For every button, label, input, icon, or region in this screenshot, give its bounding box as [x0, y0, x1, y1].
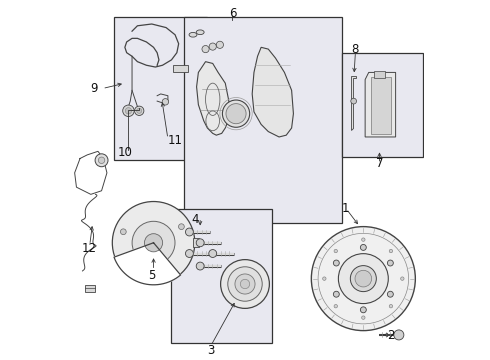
Bar	[85, 285, 96, 292]
Circle shape	[162, 99, 169, 105]
Circle shape	[355, 270, 371, 287]
Bar	[371, 77, 391, 134]
Text: 9: 9	[91, 82, 98, 95]
Circle shape	[98, 157, 105, 163]
Ellipse shape	[196, 30, 204, 35]
Circle shape	[389, 249, 392, 253]
Polygon shape	[365, 72, 395, 137]
Circle shape	[362, 238, 365, 241]
Text: 5: 5	[148, 269, 155, 282]
Bar	[374, 71, 385, 78]
Text: 1: 1	[342, 202, 349, 215]
Circle shape	[135, 106, 144, 116]
Text: 7: 7	[376, 157, 383, 170]
Text: 4: 4	[191, 213, 198, 226]
Circle shape	[222, 100, 250, 127]
Bar	[172, 209, 272, 343]
Circle shape	[220, 260, 270, 309]
Circle shape	[209, 249, 217, 257]
Circle shape	[186, 228, 194, 236]
Polygon shape	[196, 62, 229, 135]
Circle shape	[360, 307, 367, 313]
Circle shape	[350, 266, 376, 292]
Circle shape	[240, 279, 250, 289]
Circle shape	[132, 221, 175, 264]
Circle shape	[322, 277, 326, 280]
Bar	[193, 238, 199, 247]
Circle shape	[145, 234, 163, 252]
Circle shape	[112, 202, 195, 284]
Circle shape	[394, 330, 404, 340]
Circle shape	[334, 249, 338, 253]
Text: 3: 3	[207, 344, 215, 357]
Circle shape	[226, 104, 246, 124]
Circle shape	[196, 262, 204, 270]
Circle shape	[196, 239, 204, 247]
Text: 2: 2	[387, 329, 394, 342]
Bar	[114, 17, 207, 160]
Bar	[184, 17, 342, 223]
Text: 8: 8	[351, 42, 358, 55]
Circle shape	[351, 98, 357, 104]
Bar	[342, 53, 422, 157]
Circle shape	[137, 108, 142, 113]
Text: 11: 11	[168, 134, 183, 147]
Circle shape	[360, 244, 367, 251]
Circle shape	[339, 254, 388, 303]
Circle shape	[389, 305, 392, 308]
Text: 6: 6	[229, 7, 236, 20]
Circle shape	[178, 224, 184, 230]
Circle shape	[388, 260, 393, 266]
Polygon shape	[351, 76, 356, 130]
Circle shape	[228, 267, 262, 301]
Circle shape	[333, 291, 339, 297]
Circle shape	[216, 41, 223, 48]
Circle shape	[209, 43, 216, 50]
Circle shape	[95, 154, 108, 167]
Circle shape	[235, 274, 255, 294]
Text: 10: 10	[118, 145, 132, 158]
Text: 12: 12	[82, 242, 97, 255]
Polygon shape	[252, 47, 294, 137]
Circle shape	[186, 249, 194, 257]
Bar	[173, 64, 188, 72]
Circle shape	[333, 260, 339, 266]
Circle shape	[121, 229, 126, 235]
Circle shape	[311, 226, 416, 330]
Circle shape	[122, 105, 134, 117]
Circle shape	[125, 108, 132, 114]
Circle shape	[401, 277, 404, 280]
Circle shape	[388, 291, 393, 297]
Circle shape	[334, 305, 338, 308]
Circle shape	[202, 45, 209, 53]
Ellipse shape	[189, 32, 197, 37]
Polygon shape	[114, 243, 181, 285]
Circle shape	[362, 316, 365, 319]
